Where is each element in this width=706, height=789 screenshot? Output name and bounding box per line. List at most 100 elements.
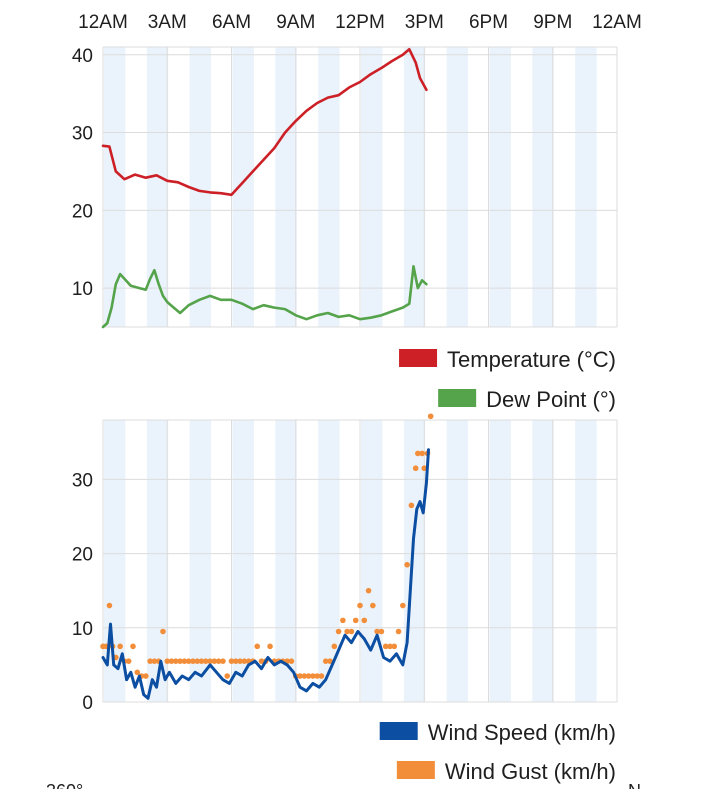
- y-axis-ticks: 0 10 20 30: [72, 470, 93, 714]
- wind-gust-point: [365, 587, 372, 594]
- wind-gust-point: [106, 602, 113, 609]
- chart1-legend: Temperature (°C) Dew Point (°): [399, 347, 616, 412]
- dew-point-line: [101, 265, 428, 329]
- y-tick-label: 20: [72, 545, 93, 566]
- footer-right-label: N: [628, 781, 641, 789]
- time-label: 12PM: [335, 12, 385, 33]
- wind-gust-point: [211, 658, 218, 664]
- temperature-dewpoint-chart: 10 20 30 40: [72, 46, 618, 329]
- wind-gust-point: [147, 658, 153, 664]
- y-tick-label: 10: [72, 279, 93, 300]
- wind-gust-point: [164, 658, 171, 664]
- time-band: [275, 47, 297, 327]
- time-band: [532, 47, 554, 327]
- wind-gust-point: [134, 669, 141, 676]
- time-band: [532, 420, 554, 702]
- temperature-line: [101, 48, 428, 197]
- wind-gust-point: [327, 658, 333, 664]
- wind-gust-point: [374, 628, 380, 635]
- time-band: [361, 47, 383, 327]
- wind-speed-line: [101, 448, 430, 700]
- wind-gust-point: [310, 673, 316, 679]
- legend-label: Wind Gust (km/h): [445, 759, 616, 784]
- wind-gust-point: [258, 658, 265, 664]
- wind-gust-point: [357, 602, 363, 609]
- wind-gust-point: [318, 673, 325, 679]
- time-band: [575, 47, 597, 327]
- time-band: [232, 47, 254, 327]
- gridlines: [102, 46, 618, 328]
- gridlines: [102, 419, 618, 703]
- wind-gust-point: [143, 673, 149, 679]
- wind-gust-point: [421, 465, 428, 472]
- time-label: 6PM: [469, 12, 508, 33]
- y-axis-ticks: 10 20 30 40: [72, 46, 93, 300]
- time-band: [489, 47, 511, 327]
- legend-swatch: [399, 349, 438, 367]
- series-lines: [101, 48, 428, 329]
- wind-gust-point: [130, 643, 136, 650]
- time-band: [318, 47, 340, 327]
- chart2-legend: Wind Speed (km/h) Wind Gust (km/h): [379, 720, 616, 784]
- wind-gust-point: [408, 502, 415, 509]
- wind-gust-point: [391, 643, 398, 650]
- wind-gust-point: [254, 643, 260, 650]
- time-band: [275, 420, 297, 702]
- footer-left-label: 360°: [46, 781, 83, 789]
- wind-gust-point: [301, 673, 308, 679]
- time-band: [189, 420, 212, 702]
- wind-gust-point: [297, 673, 303, 679]
- time-label: 3AM: [148, 12, 187, 33]
- y-tick-label: 20: [72, 201, 93, 222]
- time-band: [232, 420, 254, 702]
- wind-gust-point: [288, 658, 295, 664]
- wind-gust-point: [173, 658, 179, 664]
- wind-gust-point: [400, 602, 406, 609]
- wind-gust-point: [305, 673, 312, 679]
- wind-gust-point: [415, 450, 421, 457]
- wind-gust-point: [335, 628, 342, 635]
- wind-gust-point: [125, 658, 132, 664]
- wind-gust-point: [203, 658, 209, 664]
- time-label: 9PM: [533, 12, 572, 33]
- time-label: 3PM: [405, 12, 444, 33]
- time-band: [146, 47, 169, 327]
- wind-gust-point: [117, 643, 123, 650]
- wind-gust-point: [419, 450, 425, 457]
- night-bands: [104, 47, 597, 327]
- time-band: [575, 420, 597, 702]
- wind-gust-point: [344, 628, 350, 635]
- series-lines: [100, 413, 434, 700]
- wind-gust-point: [378, 628, 385, 635]
- legend-label: Wind Speed (km/h): [428, 720, 616, 745]
- time-label: 12AM: [592, 12, 642, 33]
- time-label: 9AM: [276, 12, 315, 33]
- wind-gust-point: [237, 658, 243, 664]
- wind-gust-point: [412, 465, 419, 472]
- wind-gust-point: [340, 617, 346, 624]
- time-band: [446, 47, 469, 327]
- wind-gust-point: [215, 658, 222, 664]
- wind-gust-point: [361, 617, 368, 624]
- wind-gust-point: [168, 658, 175, 664]
- y-tick-label: 10: [72, 619, 93, 640]
- wind-gust-point: [382, 643, 389, 650]
- wind-gust-point: [370, 602, 376, 609]
- y-tick-label: 0: [82, 693, 93, 714]
- time-band: [446, 420, 469, 702]
- legend-label: Temperature (°C): [447, 347, 616, 372]
- y-tick-label: 40: [72, 46, 93, 67]
- wind-chart: 0 10 20 30: [72, 413, 618, 714]
- time-axis-labels: 12AM 3AM 6AM 9AM 12PM 3PM 6PM 9PM 12AM: [78, 12, 642, 33]
- wind-gust-point: [224, 673, 231, 679]
- wind-gust-point: [241, 658, 248, 664]
- wind-gust-point: [228, 658, 235, 664]
- wind-gust-point: [395, 628, 402, 635]
- y-tick-label: 30: [72, 470, 93, 491]
- wind-gust-point: [352, 617, 359, 624]
- time-band: [189, 47, 212, 327]
- wind-gust-point: [348, 628, 355, 635]
- y-tick-label: 30: [72, 124, 93, 145]
- time-band: [318, 420, 340, 702]
- wind-gust-point: [177, 658, 183, 664]
